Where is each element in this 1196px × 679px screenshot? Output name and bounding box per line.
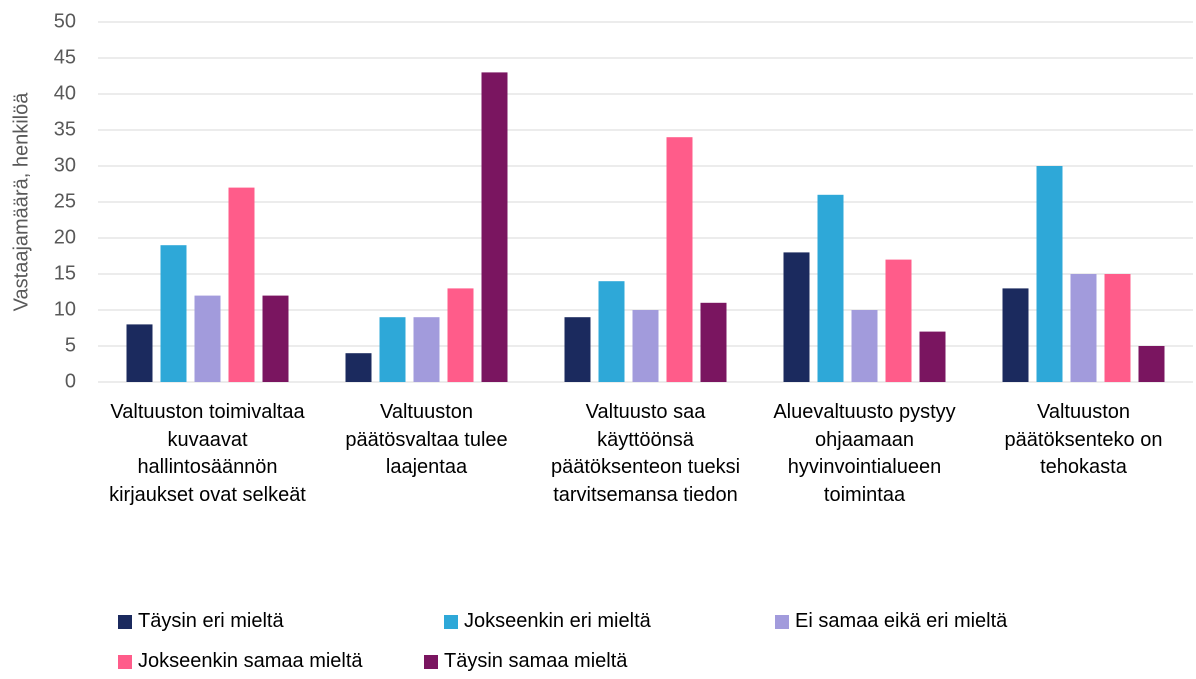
bar [345,353,372,382]
legend-label: Täysin samaa mieltä [444,650,628,672]
bar [885,259,912,382]
legend-item: Jokseenkin samaa mieltä [118,650,363,673]
y-tick-label: 45 [54,46,76,68]
legend-swatch [444,614,458,629]
x-tick-label: Valtuusto saa käyttöönsä päätöksenteon t… [550,401,741,506]
bar [126,324,153,382]
bar [666,137,693,382]
legend-label: Jokseenkin eri mieltä [464,610,651,632]
legend-swatch [775,614,789,629]
y-axis-label: Vastaajamäärä, henkilöä [10,92,32,312]
y-tick-label: 10 [54,298,76,320]
bar [1104,274,1131,382]
x-tick-label: Aluevaltuusto pystyy ohjaamaan hyvinvoin… [773,401,956,506]
legend-item: Ei samaa eikä eri mieltä [775,610,1007,633]
legend-item: Täysin eri mieltä [118,610,284,633]
legend-label: Täysin eri mieltä [138,610,284,632]
y-tick-label: 20 [54,226,76,248]
y-tick-label: 30 [54,154,76,176]
y-tick-label: 5 [65,334,76,356]
x-tick-label: Valtuuston toimivaltaa kuvaavat hallinto… [109,401,306,506]
x-tick-label: Valtuuston päätöksenteko on tehokasta [1004,401,1163,478]
legend-label: Ei samaa eikä eri mieltä [795,610,1008,632]
bar [851,310,878,382]
bar [194,295,221,382]
bar [1138,346,1165,382]
y-tick-label: 40 [54,82,76,104]
bar [817,194,844,382]
bar [413,317,440,382]
bar [1070,274,1097,382]
bar [632,310,659,382]
legend-swatch [118,654,132,669]
y-tick-label: 0 [65,370,76,392]
bar [700,302,727,382]
bar [783,252,810,382]
bar [598,281,625,382]
x-tick-label: Valtuuston päätösvaltaa tulee laajentaa [345,401,508,478]
bar [919,331,946,382]
bar [228,187,255,382]
y-tick-label: 50 [54,10,76,32]
legend-swatch [424,654,438,669]
bar [447,288,474,382]
bar [1036,166,1063,382]
bar [262,295,289,382]
legend-item: Täysin samaa mieltä [424,650,627,673]
y-tick-label: 15 [54,262,76,284]
y-tick-label: 25 [54,190,76,212]
legend-label: Jokseenkin samaa mieltä [138,650,363,672]
bar [379,317,406,382]
y-tick-label: 35 [54,118,76,140]
bar [160,245,187,382]
legend-item: Jokseenkin eri mieltä [444,610,651,633]
bar [481,72,508,383]
bar [1002,288,1029,382]
legend-swatch [118,614,132,629]
bar [564,317,591,382]
